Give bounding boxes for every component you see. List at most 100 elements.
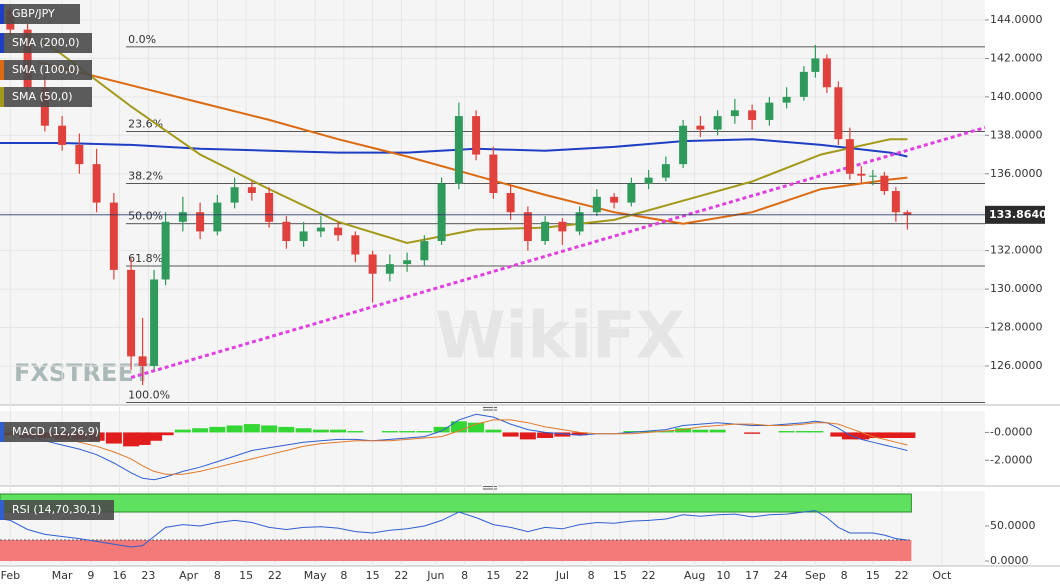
- trendline: [130, 126, 986, 379]
- x-tick-label: 22: [642, 569, 656, 582]
- candle-body: [230, 187, 239, 203]
- x-tick-label: Oct: [932, 569, 952, 582]
- candle-body: [454, 116, 463, 184]
- candle-body: [196, 212, 205, 232]
- legend-swatch: [0, 87, 4, 107]
- macd-histogram-bar: [744, 432, 761, 434]
- candle-body: [506, 192, 515, 213]
- resize-handle[interactable]: [482, 406, 498, 412]
- x-tick-label: 8: [461, 569, 468, 582]
- candle-body: [299, 231, 308, 242]
- candle-body: [109, 202, 118, 270]
- legend-label: SMA (50,0): [12, 90, 73, 103]
- candle-body: [403, 260, 412, 265]
- fib-label: 0.0%: [128, 33, 156, 46]
- legend-box: [0, 87, 92, 107]
- y-tick-label: 0.0000: [990, 554, 1029, 567]
- x-tick-label: 15: [613, 569, 627, 582]
- legend-swatch: [0, 4, 4, 24]
- x-tick-label: 15: [366, 569, 380, 582]
- legend-box: [0, 4, 80, 24]
- macd-histogram-bar: [864, 432, 881, 438]
- candle-body: [523, 212, 532, 242]
- macd-histogram-bar: [876, 432, 893, 438]
- legend-box: [0, 500, 114, 520]
- resize-handle[interactable]: [482, 485, 498, 491]
- candle-body: [868, 175, 877, 177]
- macd-histogram-bar: [554, 432, 571, 437]
- legend-swatch: [0, 33, 4, 53]
- x-tick-label: 15: [486, 569, 500, 582]
- macd-histogram-bar: [778, 431, 795, 433]
- last-price-box: [985, 205, 1045, 224]
- candle-body: [558, 221, 567, 232]
- y-tick-label: 126.0000: [990, 359, 1043, 372]
- y-tick-label: 140.0000: [990, 90, 1043, 103]
- y-tick-label: 130.0000: [990, 282, 1043, 295]
- sma-line: [38, 61, 908, 225]
- candle-body: [489, 154, 498, 193]
- watermark: WikiFX: [435, 300, 685, 374]
- candle-body: [575, 212, 584, 232]
- legend-swatch: [0, 422, 4, 442]
- candle-body: [420, 241, 429, 261]
- overbought-band: [0, 493, 912, 513]
- x-tick-label: Feb: [1, 569, 20, 582]
- x-tick-label: 24: [774, 569, 788, 582]
- candle-body: [822, 58, 831, 88]
- candle-body: [891, 191, 900, 213]
- fib-label: 61.8%: [128, 252, 163, 265]
- last-price-label: 133.8640: [989, 208, 1047, 221]
- macd-histogram-bar: [450, 421, 467, 433]
- candle-body: [437, 183, 446, 242]
- candle-body: [713, 116, 722, 130]
- candle-body: [247, 187, 256, 193]
- x-tick-label: 16: [113, 569, 127, 582]
- legend-swatch: [0, 60, 4, 80]
- macd-histogram-bar: [795, 431, 812, 433]
- candle-body: [730, 110, 739, 117]
- legend-box: [0, 422, 100, 442]
- candle-body: [150, 279, 159, 366]
- macd-histogram-bar: [399, 431, 416, 433]
- x-tick-label: 22: [895, 569, 909, 582]
- macd-histogram-bar: [278, 426, 295, 433]
- y-tick-label: 142.0000: [990, 51, 1043, 64]
- candle-body: [282, 221, 291, 242]
- x-tick-label: Aug: [684, 569, 705, 582]
- macd-histogram-bar: [887, 432, 904, 438]
- x-tick-label: Mar: [52, 569, 73, 582]
- macd-histogram-bar: [330, 429, 347, 433]
- main-panel: [0, 0, 985, 405]
- macd-histogram-bar: [209, 426, 226, 433]
- legend-label: SMA (100,0): [12, 63, 80, 76]
- x-tick-label: 22: [515, 569, 529, 582]
- macd-histogram-bar: [174, 429, 191, 433]
- candle-body: [213, 202, 222, 232]
- x-tick-label: Sep: [805, 569, 826, 582]
- x-tick-label: 17: [745, 569, 759, 582]
- candle-body: [316, 227, 325, 232]
- macd-histogram-bar: [537, 432, 554, 438]
- macd-histogram-bar: [261, 425, 278, 433]
- rsi-line: [0, 510, 908, 548]
- signal-line: [0, 419, 908, 475]
- candle-body: [679, 125, 688, 165]
- candle-body: [903, 212, 912, 215]
- macd-histogram-bar: [853, 432, 870, 440]
- macd-histogram-bar: [433, 426, 450, 433]
- y-tick-label: 138.0000: [990, 128, 1043, 141]
- legend-label: GBP/JPY: [12, 7, 55, 20]
- macd-histogram-bar: [899, 432, 916, 438]
- candle-body: [610, 196, 619, 203]
- candle-body: [541, 221, 550, 242]
- candle-body: [748, 110, 757, 120]
- y-tick-label: -0.0000: [990, 425, 1032, 438]
- candle-body: [58, 125, 67, 145]
- legend-box: [0, 33, 92, 53]
- candle-body: [23, 29, 32, 88]
- macd-histogram-bar: [640, 431, 657, 433]
- macd-histogram-bar: [502, 432, 519, 437]
- candle-body: [592, 196, 601, 213]
